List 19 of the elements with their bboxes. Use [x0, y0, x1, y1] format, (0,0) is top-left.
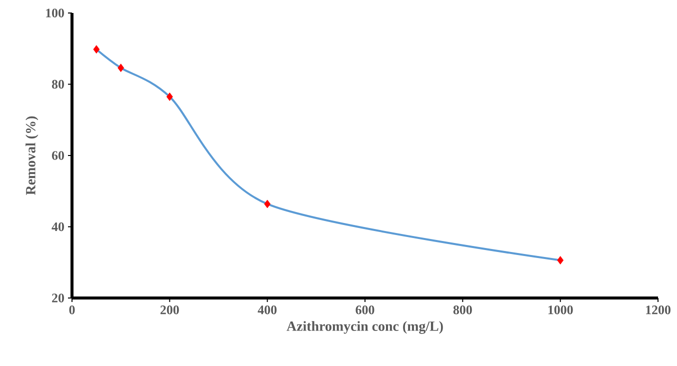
y-tick-label: 20 [52, 294, 64, 302]
x-tick-label: 800 [453, 306, 472, 314]
point [118, 64, 124, 72]
point [557, 256, 564, 264]
point [264, 200, 271, 208]
y-axis-title: Removal (%) [26, 116, 38, 195]
x-tick-label: 0 [69, 306, 75, 314]
x-tick-label: 1200 [646, 306, 670, 314]
point [166, 92, 173, 101]
x-axis-title: Azithromycin conc (mg/L) [286, 321, 443, 334]
x-tick-label: 200 [160, 306, 179, 314]
x-tick-label: 400 [258, 306, 277, 314]
x-tick-label: 1000 [548, 306, 573, 314]
y-tick-label: 40 [52, 222, 64, 232]
y-tick-label: 80 [52, 80, 64, 89]
point [93, 45, 100, 54]
x-tick-label: 600 [356, 306, 374, 314]
y-tick-label: 100 [46, 8, 64, 18]
y-tick-label: 60 [52, 151, 64, 160]
